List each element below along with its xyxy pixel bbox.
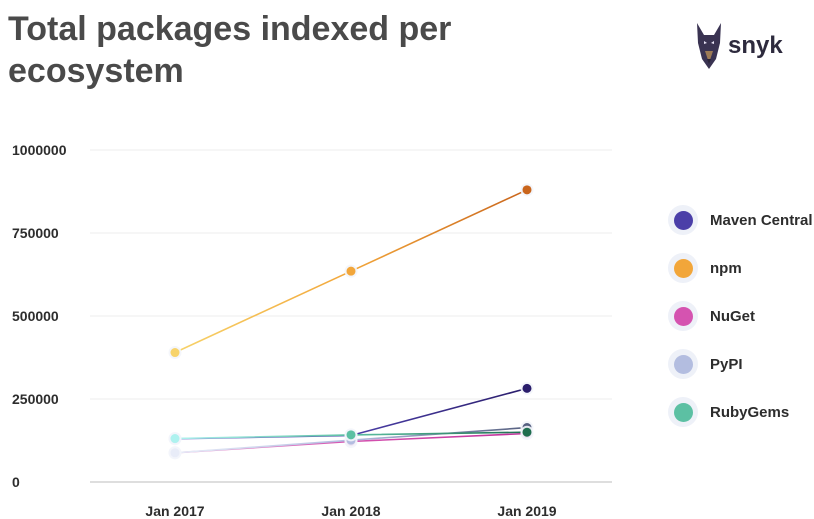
series-lines bbox=[174, 189, 528, 454]
y-tick-label: 750000 bbox=[12, 225, 59, 241]
legend-swatch bbox=[668, 205, 698, 235]
x-tick-label: Jan 2019 bbox=[497, 503, 556, 519]
x-axis-ticks: Jan 2017 Jan 2018 Jan 2019 bbox=[145, 503, 556, 519]
y-tick-label: 1000000 bbox=[12, 142, 67, 158]
legend-label: PyPI bbox=[710, 355, 743, 373]
data-point bbox=[170, 434, 180, 444]
data-point bbox=[346, 266, 356, 276]
data-point bbox=[170, 348, 180, 358]
y-axis-ticks: 0 250000 500000 750000 1000000 bbox=[12, 142, 67, 490]
brand-logo: snyk bbox=[694, 22, 783, 70]
legend-label: RubyGems bbox=[710, 403, 790, 421]
data-point bbox=[522, 383, 532, 393]
legend-swatch bbox=[668, 349, 698, 379]
legend-dot bbox=[673, 258, 693, 278]
legend-item: NuGet bbox=[668, 292, 813, 340]
data-point bbox=[522, 185, 532, 195]
legend-swatch bbox=[668, 253, 698, 283]
legend-item: npm bbox=[668, 244, 813, 292]
legend-item: PyPI bbox=[668, 340, 813, 388]
data-point bbox=[346, 430, 356, 440]
data-point bbox=[522, 427, 532, 437]
data-point bbox=[170, 448, 180, 458]
legend: Maven Central npm NuGet PyPI RubyGems bbox=[668, 196, 813, 436]
data-points bbox=[168, 183, 534, 460]
x-tick-label: Jan 2017 bbox=[145, 503, 204, 519]
legend-label: npm bbox=[710, 259, 742, 277]
y-tick-label: 0 bbox=[12, 474, 20, 490]
legend-label: Maven Central bbox=[710, 211, 813, 229]
x-tick-label: Jan 2018 bbox=[321, 503, 380, 519]
brand-name: snyk bbox=[728, 32, 783, 59]
legend-swatch bbox=[668, 397, 698, 427]
legend-dot bbox=[673, 306, 693, 326]
legend-dot bbox=[673, 210, 693, 230]
doberman-logo-icon bbox=[697, 23, 721, 69]
legend-dot bbox=[673, 402, 693, 422]
chart-title: Total packages indexed per ecosystem bbox=[8, 10, 452, 90]
gridlines bbox=[90, 149, 612, 400]
y-tick-label: 500000 bbox=[12, 308, 59, 324]
legend-item: RubyGems bbox=[668, 388, 813, 436]
legend-dot bbox=[673, 354, 693, 374]
y-tick-label: 250000 bbox=[12, 391, 59, 407]
legend-swatch bbox=[668, 301, 698, 331]
legend-item: Maven Central bbox=[668, 196, 813, 244]
legend-label: NuGet bbox=[710, 307, 755, 325]
